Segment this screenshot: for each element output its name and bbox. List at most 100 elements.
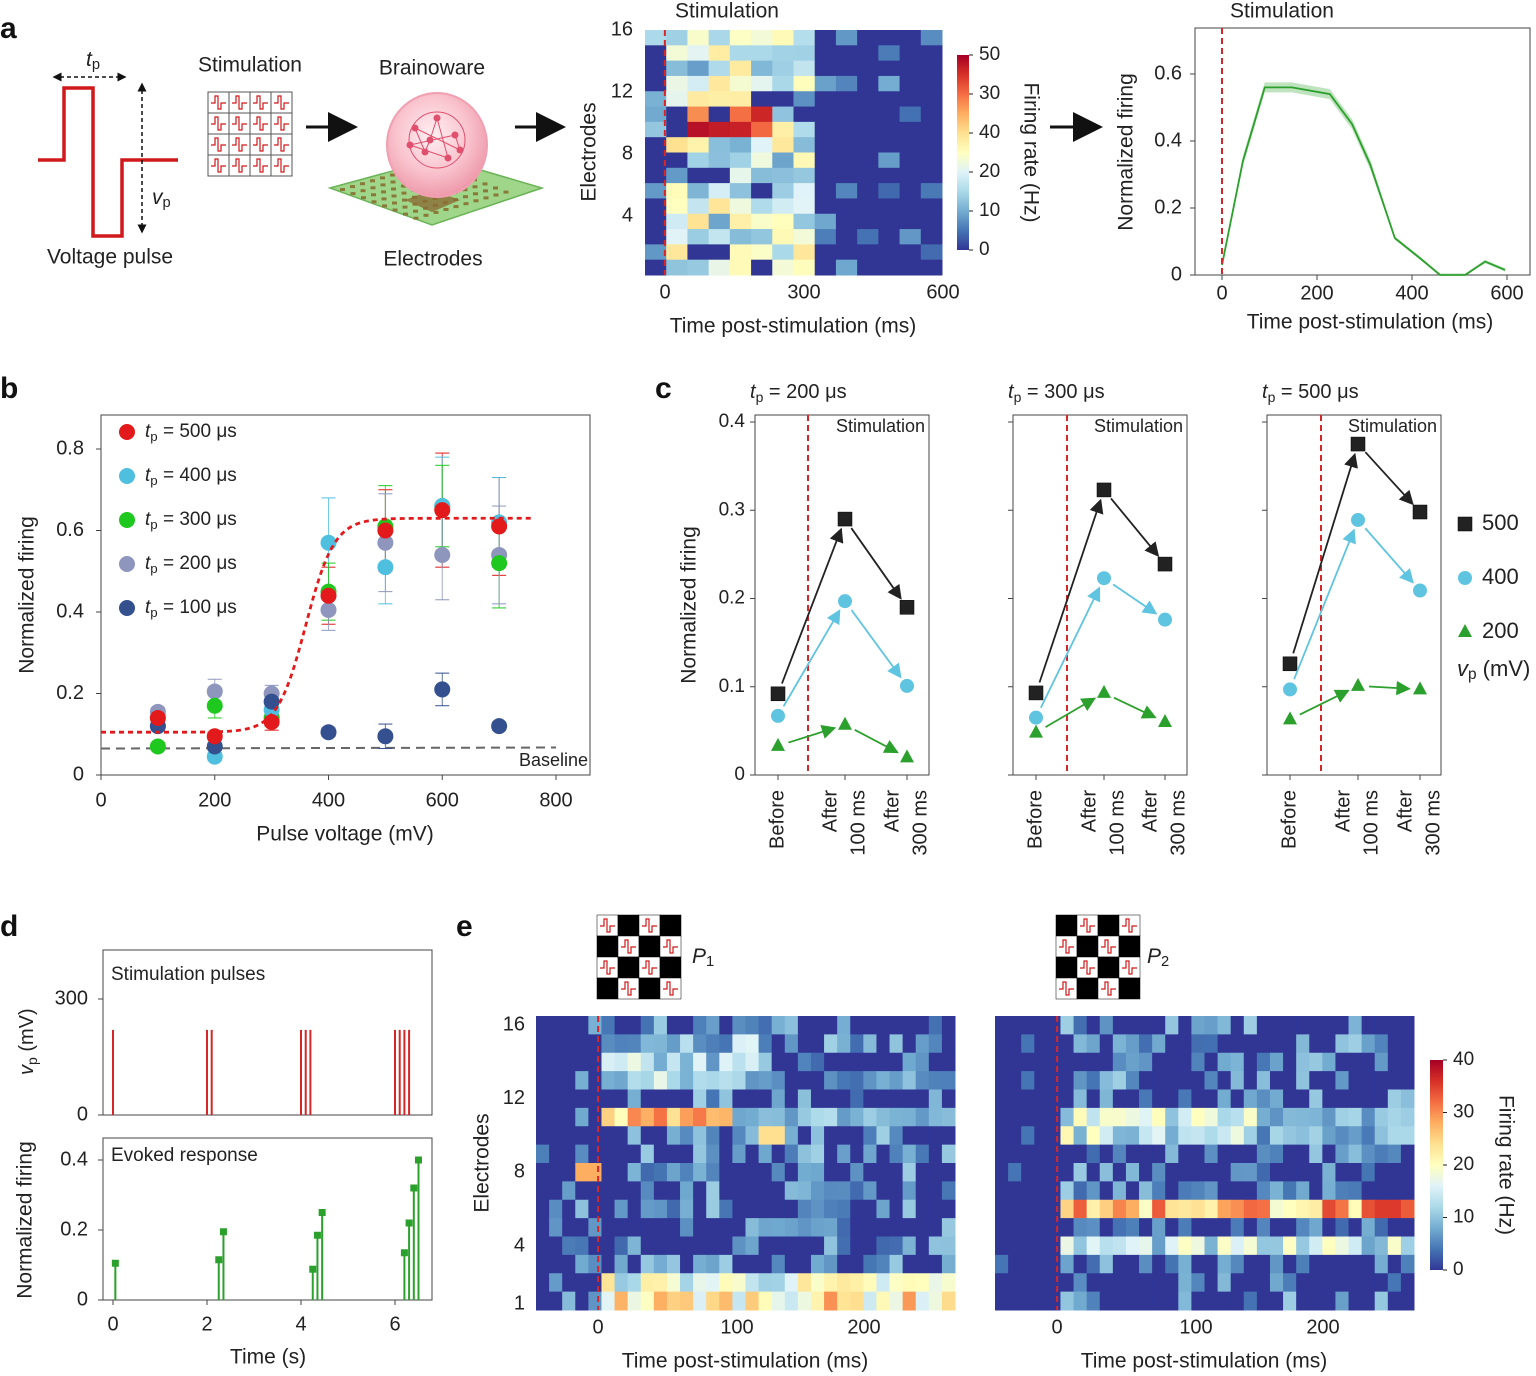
heatmap-cell [797, 1199, 812, 1219]
heatmap-cell [1335, 1199, 1350, 1219]
heatmap-cell [645, 167, 667, 184]
heatmap-cell [1296, 1071, 1310, 1090]
heatmap-cell [995, 1199, 1009, 1219]
heatmap-cell [793, 121, 816, 138]
heatmap-cell [1034, 1181, 1048, 1201]
heatmap-cell [751, 30, 773, 46]
heatmap-cell [1400, 1034, 1415, 1054]
heatmap-cell [1021, 1236, 1035, 1256]
heatmap-cell [562, 1052, 576, 1072]
heatmap-cell [793, 213, 816, 230]
heatmap-cell [1139, 1071, 1153, 1090]
heatmap-cell [1178, 1199, 1192, 1219]
heatmap-cell [784, 1254, 799, 1274]
x-tick: After [1332, 790, 1354, 833]
heatmap-cell [1047, 1016, 1061, 1035]
marker-triangle [1158, 714, 1172, 728]
trend-arrow [781, 527, 844, 684]
heatmap-cell [1086, 1236, 1101, 1256]
brainoware-label: Brainoware [379, 57, 485, 80]
heatmap-cell [1243, 1254, 1258, 1274]
heatmap-cell [1139, 1199, 1153, 1219]
variable: t [1008, 381, 1015, 403]
data-point [434, 546, 451, 563]
heatmap-cell [645, 106, 667, 123]
trend-arrow [1364, 451, 1414, 506]
heatmap-cell [876, 1218, 891, 1237]
heatmap-cell [824, 1034, 838, 1054]
heatmap-cell [1296, 1218, 1310, 1237]
heatmap-cell [784, 1016, 799, 1035]
heatmap-cell [1008, 1199, 1022, 1219]
heatmap-cell [1335, 1052, 1350, 1072]
heatmap-cell [899, 167, 922, 184]
heatmap-cell [824, 1016, 838, 1035]
heatmap-cell [899, 121, 922, 138]
heatmap-cell [1387, 1218, 1402, 1237]
marker-square [1157, 556, 1173, 572]
heatmap-cell [889, 1199, 904, 1219]
heatmap-cell [995, 1291, 1009, 1311]
heatmap-cell [549, 1052, 563, 1072]
heatmap-cell [653, 1291, 668, 1311]
series-500 [1028, 482, 1173, 701]
heatmap-cell [1008, 1089, 1022, 1109]
heatmap-cell [653, 1236, 668, 1256]
heatmap-cell [575, 1163, 589, 1182]
heatmap-cell [857, 45, 879, 62]
heatmap-cell [1204, 1144, 1219, 1164]
heatmap-cell [1073, 1163, 1088, 1182]
heatmap-cell [824, 1071, 838, 1090]
heatmap-cell [837, 1291, 851, 1311]
response-marker [410, 1184, 418, 1192]
heatmap-cell [640, 1144, 655, 1164]
heatmap-cell [1034, 1052, 1048, 1072]
heatmap-cell [920, 198, 943, 215]
heatmap-cell [758, 1254, 773, 1274]
heatmap-cell [772, 213, 794, 230]
heatmap-cell [772, 198, 794, 215]
heatmap-cell [1047, 1163, 1061, 1182]
heatmap-cell [1073, 1052, 1088, 1072]
heatmap-cell [837, 1107, 851, 1127]
heatmap-cell [1060, 1071, 1075, 1090]
heatmap-cell [666, 45, 688, 62]
heatmap-cell [1073, 1236, 1088, 1256]
heatmap-cell [1125, 1107, 1140, 1127]
heatmap-cell [588, 1291, 602, 1311]
series-400 [1283, 512, 1427, 697]
x-axis-label: Time post-stimulation (ms) [670, 315, 917, 338]
response-marker [318, 1209, 326, 1216]
heatmap-cell [645, 60, 667, 77]
heatmap-cell [771, 1052, 786, 1072]
heatmap-cell [601, 1034, 616, 1054]
heatmap-cell [814, 213, 837, 230]
heatmap-cell [1400, 1236, 1415, 1256]
heatmap-cell [1021, 1107, 1035, 1127]
heatmap-cell [680, 1144, 694, 1164]
heatmap-cell [1008, 1126, 1022, 1146]
variable: t [86, 48, 93, 71]
heatmap-cell [1099, 1273, 1114, 1293]
heatmap-cell [758, 1107, 773, 1127]
heatmap-cell [1178, 1218, 1192, 1237]
heatmap-cell [1283, 1016, 1297, 1035]
pattern-p2-icon [1055, 914, 1141, 1000]
heatmap-cell [797, 1163, 812, 1182]
heatmap-cell [640, 1052, 655, 1072]
heatmap-cell [850, 1273, 864, 1293]
heatmap-cell [1178, 1291, 1192, 1311]
heatmap-cell [653, 1163, 668, 1182]
heatmap-cell [706, 1016, 720, 1035]
heatmap-cell [601, 1199, 616, 1219]
heatmap-cell [693, 1052, 707, 1072]
heatmap-cell [772, 121, 794, 138]
x-tick: 600 [1490, 282, 1523, 304]
heatmap-cell [1008, 1071, 1022, 1090]
heatmap-cell [745, 1254, 760, 1274]
heatmap-cell [1008, 1052, 1022, 1072]
heatmap-cell [680, 1071, 694, 1090]
heatmap-cell [797, 1273, 812, 1293]
heatmap-cell [863, 1181, 877, 1201]
